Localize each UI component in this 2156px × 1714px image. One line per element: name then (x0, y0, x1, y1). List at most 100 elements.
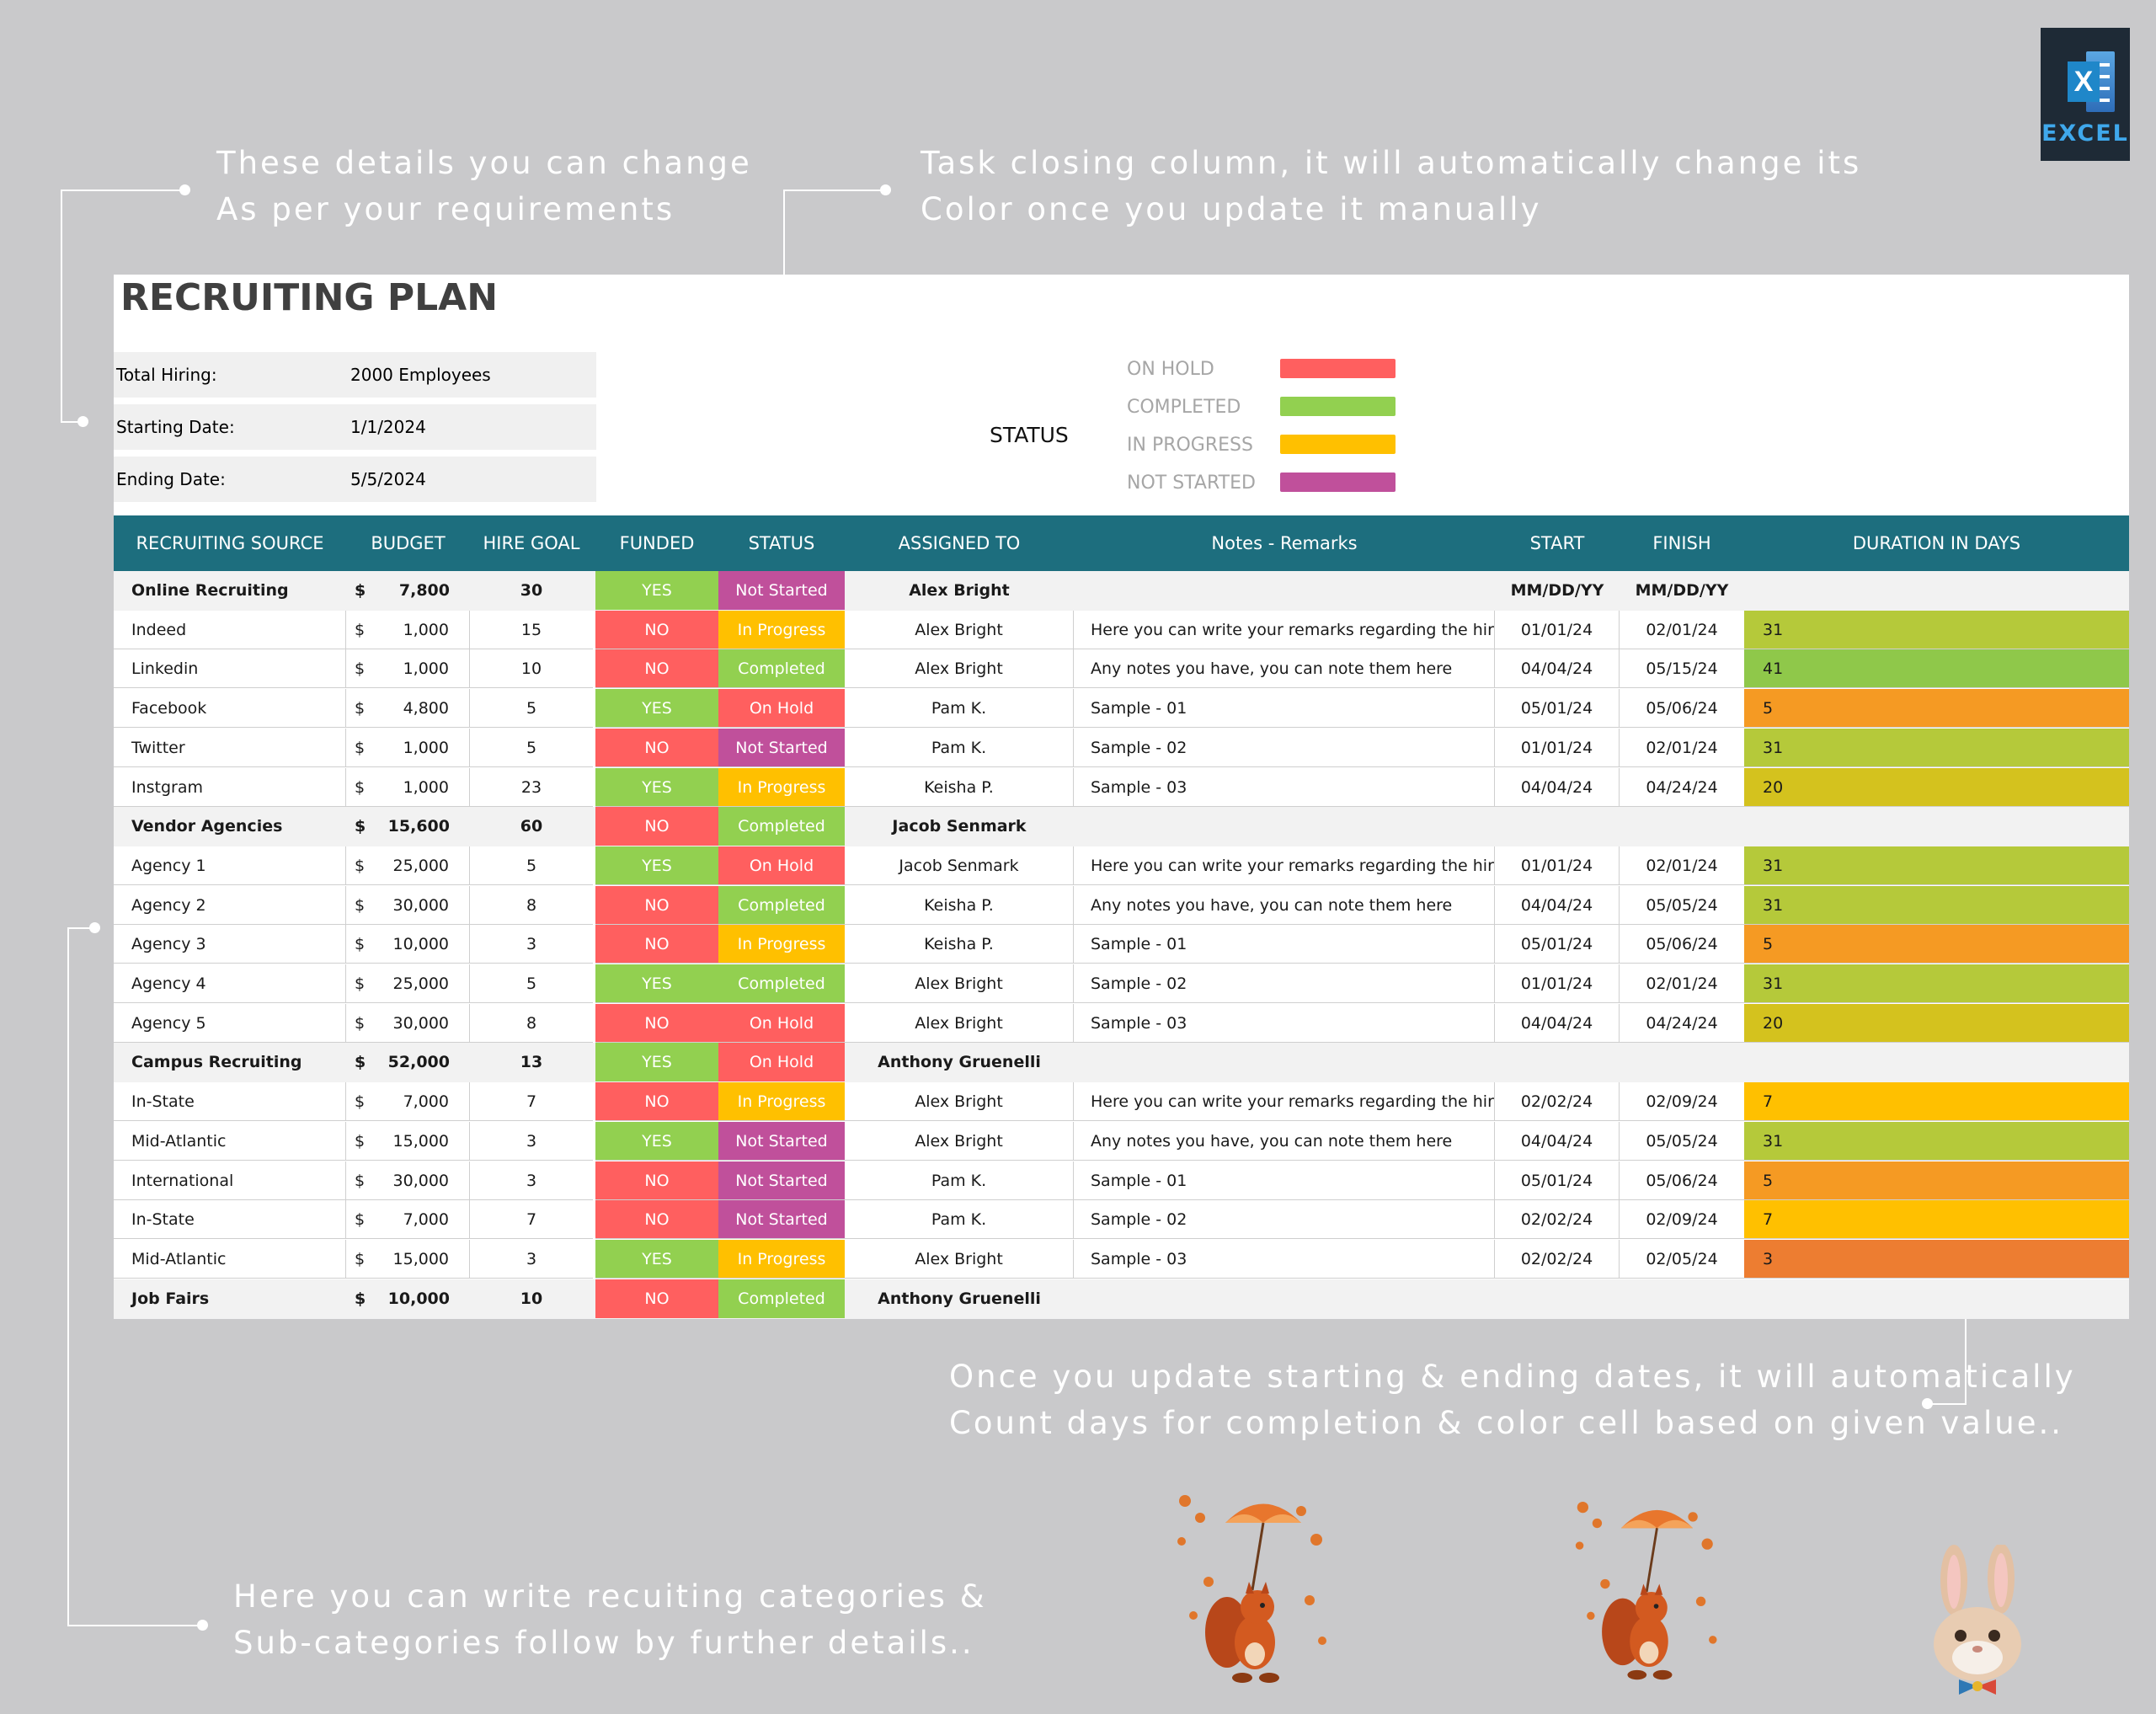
start-date-cell[interactable]: 02/02/24 (1495, 1082, 1620, 1122)
assigned-cell[interactable]: Pam K. (845, 1161, 1074, 1200)
finish-date-cell[interactable]: 02/09/24 (1620, 1200, 1744, 1240)
start-date-cell[interactable]: 01/01/24 (1495, 728, 1620, 767)
funded-cell[interactable]: NO (595, 885, 718, 925)
source-cell[interactable]: Agency 3 (114, 925, 346, 964)
finish-date-cell[interactable]: 02/01/24 (1620, 611, 1744, 649)
table-row[interactable]: Agency 3 $10,000 3 NO In Progress Keisha P. Sa… (114, 925, 2129, 964)
source-cell[interactable]: Job Fairs (131, 1289, 210, 1308)
budget-cell[interactable]: 10,000 (367, 925, 470, 964)
budget-cell[interactable]: 7,000 (367, 1200, 470, 1240)
notes-cell[interactable]: Sample - 01 (1074, 689, 1495, 729)
funded-cell[interactable]: NO (595, 610, 718, 649)
notes-cell[interactable]: Any notes you have, you can note them he… (1074, 1121, 1495, 1161)
start-date-cell[interactable]: 04/04/24 (1495, 649, 1620, 689)
notes-cell[interactable] (1074, 571, 1495, 610)
status-cell[interactable]: On Hold (718, 1043, 845, 1082)
start-date-cell[interactable]: 02/02/24 (1495, 1239, 1620, 1279)
duration-cell[interactable]: 31 (1744, 846, 2129, 885)
hire-goal-cell[interactable]: 3 (470, 1240, 593, 1279)
table-row[interactable]: Indeed $1,000 15 NO In Progress Alex Bright He… (114, 610, 2129, 650)
source-cell[interactable]: Mid-Atlantic (114, 1239, 346, 1279)
start-date-cell[interactable]: 04/04/24 (1495, 1003, 1620, 1043)
table-row[interactable]: In-State $7,000 7 NO In Progress Alex Bright H… (114, 1082, 2129, 1122)
start-date-cell[interactable]: 04/04/24 (1495, 885, 1620, 925)
duration-cell[interactable]: 31 (1744, 885, 2129, 925)
currency-cell[interactable]: $ (346, 886, 367, 925)
source-cell[interactable]: International (114, 1161, 346, 1200)
col-recruiting-source[interactable]: RECRUITING SOURCE (136, 533, 324, 553)
notes-cell[interactable]: Sample - 03 (1074, 767, 1495, 807)
hire-goal-cell[interactable]: 5 (470, 964, 593, 1003)
status-cell[interactable]: Not Started (718, 1161, 845, 1200)
table-row[interactable]: Agency 1 $25,000 5 YES On Hold Jacob Senmark H… (114, 846, 2129, 886)
notes-cell[interactable]: Here you can write your remarks regardin… (1074, 610, 1495, 649)
start-date-cell[interactable]: 05/01/24 (1495, 925, 1620, 964)
assigned-cell[interactable]: Alex Bright (845, 964, 1074, 1003)
start-date-cell[interactable] (1495, 807, 1620, 846)
assigned-cell[interactable]: Pam K. (845, 689, 1074, 729)
assigned-cell[interactable]: Keisha P. (845, 767, 1074, 807)
col-status[interactable]: STATUS (748, 533, 815, 553)
hire-goal-cell[interactable]: 3 (470, 1122, 593, 1161)
finish-date-cell[interactable]: MM/DD/YY (1635, 581, 1729, 600)
funded-cell[interactable]: NO (595, 925, 718, 964)
currency-cell[interactable]: $ (346, 846, 367, 885)
funded-cell[interactable]: NO (595, 807, 718, 846)
status-cell[interactable]: In Progress (718, 767, 845, 807)
col-duration[interactable]: DURATION IN DAYS (1852, 533, 2021, 553)
status-cell[interactable]: Completed (718, 649, 845, 689)
finish-date-cell[interactable]: 05/06/24 (1620, 925, 1744, 964)
assigned-cell[interactable]: Alex Bright (845, 1121, 1074, 1161)
budget-cell[interactable]: 30,000 (367, 1161, 470, 1200)
duration-cell[interactable]: 31 (1744, 610, 2129, 649)
status-cell[interactable]: Completed (718, 885, 845, 925)
status-cell[interactable]: Completed (718, 964, 845, 1003)
funded-cell[interactable]: NO (595, 1003, 718, 1043)
start-date-cell[interactable]: 05/01/24 (1495, 1161, 1620, 1200)
duration-cell[interactable]: 41 (1744, 649, 2129, 689)
source-cell[interactable]: Agency 5 (114, 1003, 346, 1043)
start-date-cell[interactable]: MM/DD/YY (1510, 581, 1604, 600)
currency-cell[interactable]: $ (346, 611, 367, 649)
start-date-cell[interactable]: 01/01/24 (1495, 964, 1620, 1003)
hire-goal-cell[interactable]: 8 (470, 1004, 593, 1043)
source-cell[interactable]: Indeed (114, 610, 346, 649)
assigned-cell[interactable]: Alex Bright (845, 610, 1074, 649)
currency-cell[interactable]: $ (346, 1200, 367, 1240)
currency-cell[interactable]: $ (346, 689, 367, 729)
funded-cell[interactable]: YES (595, 846, 718, 885)
assigned-cell[interactable]: Alex Bright (845, 1239, 1074, 1279)
notes-cell[interactable]: Here you can write your remarks regardin… (1074, 1082, 1495, 1122)
budget-cell[interactable]: 15,000 (367, 1121, 470, 1161)
funded-cell[interactable]: NO (595, 1161, 718, 1200)
table-row[interactable]: International $30,000 3 NO Not Started Pam K.… (114, 1161, 2129, 1201)
duration-cell[interactable] (1744, 571, 2129, 610)
status-cell[interactable]: Completed (718, 1279, 845, 1318)
hire-goal-cell[interactable]: 15 (470, 611, 593, 649)
table-group-row[interactable]: Vendor Agencies $15,600 60 NO Completed Jacob… (114, 807, 2129, 847)
currency-cell[interactable]: $ (355, 1053, 366, 1072)
assigned-cell[interactable]: Keisha P. (845, 885, 1074, 925)
source-cell[interactable]: Campus Recruiting (131, 1053, 302, 1072)
table-group-row[interactable]: Job Fairs $10,000 10 NO Completed Anthony Gru… (114, 1279, 2129, 1319)
table-row[interactable]: Twitter $1,000 5 NO Not Started Pam K. Sample … (114, 728, 2129, 768)
duration-cell[interactable]: 3 (1744, 1239, 2129, 1279)
funded-cell[interactable]: YES (595, 689, 718, 729)
notes-cell[interactable]: Sample - 02 (1074, 1200, 1495, 1240)
hire-goal-cell[interactable]: 7 (470, 1200, 593, 1240)
start-date-cell[interactable]: 01/01/24 (1495, 846, 1620, 885)
assigned-cell[interactable]: Anthony Gruenelli (878, 1053, 1041, 1072)
finish-date-cell[interactable]: 02/05/24 (1620, 1240, 1744, 1279)
col-finish[interactable]: FINISH (1652, 533, 1711, 553)
funded-cell[interactable]: YES (595, 1121, 718, 1161)
budget-cell[interactable]: 1,000 (367, 610, 470, 649)
duration-cell[interactable]: 20 (1744, 767, 2129, 807)
assigned-cell[interactable]: Pam K. (845, 728, 1074, 767)
table-row[interactable]: Agency 5 $30,000 8 NO On Hold Alex Bright Samp… (114, 1003, 2129, 1044)
status-cell[interactable]: Completed (718, 807, 845, 846)
currency-cell[interactable]: $ (346, 1082, 367, 1122)
notes-cell[interactable]: Sample - 03 (1074, 1003, 1495, 1043)
table-row[interactable]: Mid-Atlantic $15,000 3 YES Not Started Alex B… (114, 1121, 2129, 1161)
notes-cell[interactable]: Any notes you have, you can note them he… (1074, 885, 1495, 925)
assigned-cell[interactable]: Jacob Senmark (892, 817, 1027, 836)
